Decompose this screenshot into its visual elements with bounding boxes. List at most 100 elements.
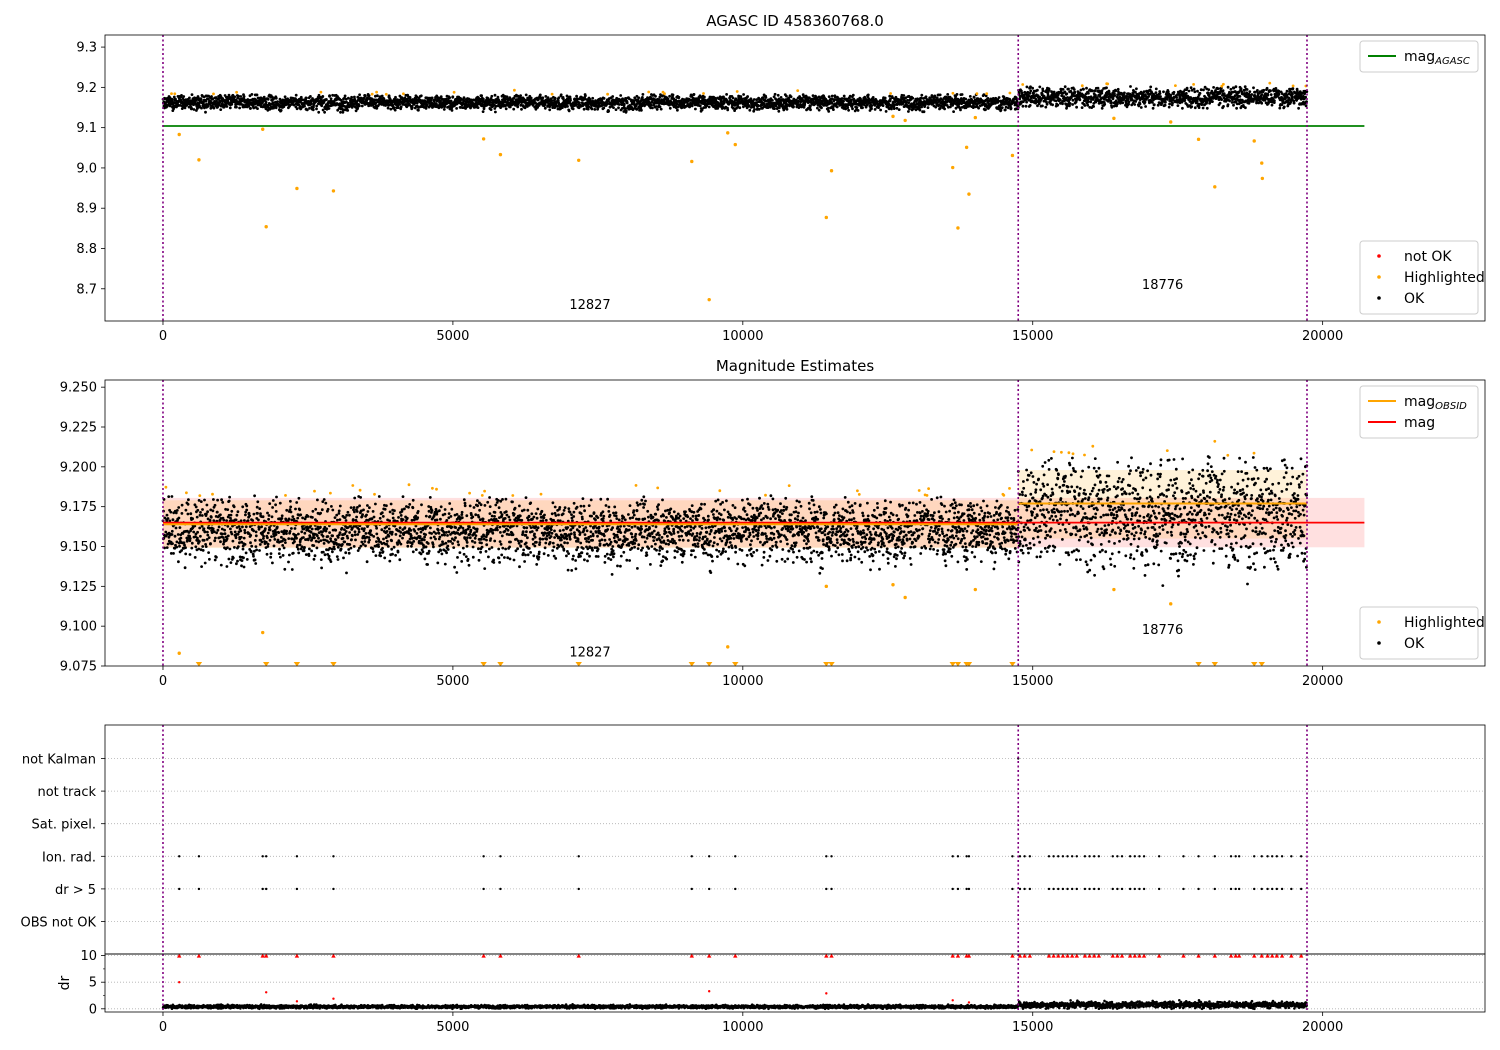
y-tick-label: 9.1 (76, 121, 97, 136)
data-point (1071, 103, 1074, 106)
data-point (442, 108, 446, 111)
data-point (451, 95, 455, 99)
data-point (386, 106, 390, 110)
data-point (172, 552, 175, 555)
data-point (1139, 106, 1143, 109)
legend-dot-swatch (1377, 254, 1381, 258)
data-point (777, 109, 781, 113)
data-point (827, 106, 830, 110)
data-point (292, 103, 296, 107)
data-point (901, 102, 905, 106)
data-point (1125, 94, 1129, 98)
outlier-point (967, 192, 971, 196)
data-point (1045, 102, 1049, 106)
data-point (559, 93, 563, 97)
data-point (907, 110, 910, 113)
data-point (1269, 93, 1273, 96)
data-point (325, 98, 328, 101)
data-point (830, 94, 834, 98)
data-point (392, 106, 396, 110)
data-point (235, 90, 239, 94)
data-point (1232, 103, 1235, 107)
data-point (211, 492, 214, 496)
data-point (279, 109, 283, 112)
data-point (191, 517, 195, 521)
data-point (182, 95, 186, 98)
data-point (489, 108, 493, 111)
data-point (206, 104, 210, 108)
x-tick-label: 5000 (436, 329, 469, 344)
data-point (738, 106, 742, 110)
outlier-point (1112, 116, 1116, 121)
data-point (1075, 105, 1078, 109)
data-point (1277, 93, 1281, 96)
data-point (309, 102, 313, 105)
data-point (172, 95, 176, 99)
data-point (210, 95, 213, 98)
data-point (1273, 99, 1276, 103)
data-point (827, 95, 831, 99)
data-point (239, 95, 243, 98)
outlier-point (261, 127, 265, 131)
data-point (1044, 105, 1048, 109)
data-point (188, 537, 192, 540)
data-point (873, 108, 877, 111)
data-point (809, 108, 812, 112)
data-point (1073, 90, 1077, 94)
data-point (171, 542, 174, 545)
data-point (1134, 100, 1138, 103)
data-point (553, 96, 557, 100)
data-point (339, 110, 342, 114)
data-point (203, 530, 207, 534)
data-point (201, 508, 204, 511)
data-point (1260, 93, 1264, 96)
data-point (1063, 85, 1067, 89)
data-point (303, 104, 306, 108)
data-point (902, 94, 906, 97)
outlier-point (1260, 161, 1264, 165)
data-point (375, 90, 378, 94)
data-point (1282, 105, 1286, 109)
data-point (614, 108, 618, 111)
data-point (1197, 106, 1201, 109)
data-point (370, 92, 374, 96)
data-point (452, 90, 456, 94)
data-point (1291, 84, 1295, 88)
data-point (1169, 93, 1173, 97)
data-point (202, 527, 206, 531)
data-point (524, 93, 528, 97)
data-point (1200, 103, 1204, 106)
data-point (198, 540, 201, 543)
outlier-point (481, 137, 486, 141)
data-point (548, 108, 552, 112)
data-point (192, 530, 196, 534)
data-point (920, 93, 924, 97)
data-point (276, 100, 279, 103)
data-point (1036, 88, 1039, 92)
data-point (550, 99, 554, 103)
data-point (266, 97, 270, 101)
data-point (1167, 105, 1171, 109)
data-point (177, 560, 180, 564)
data-point (871, 96, 875, 99)
outlier-point (577, 158, 581, 162)
data-point (1051, 103, 1054, 107)
data-point (189, 512, 193, 516)
data-point (883, 96, 887, 100)
data-point (208, 557, 211, 561)
data-point (1265, 86, 1269, 90)
data-point (494, 110, 497, 114)
data-point (235, 105, 238, 109)
data-point (200, 514, 204, 517)
data-point (972, 96, 976, 99)
data-point (1171, 101, 1174, 105)
data-point (283, 95, 287, 99)
data-point (196, 530, 200, 534)
data-point (504, 107, 508, 111)
data-point (607, 109, 610, 113)
y-tick-label: 8.8 (76, 242, 97, 257)
data-point (1100, 106, 1104, 110)
legend-dot-swatch (1377, 296, 1381, 300)
data-point (520, 107, 523, 111)
